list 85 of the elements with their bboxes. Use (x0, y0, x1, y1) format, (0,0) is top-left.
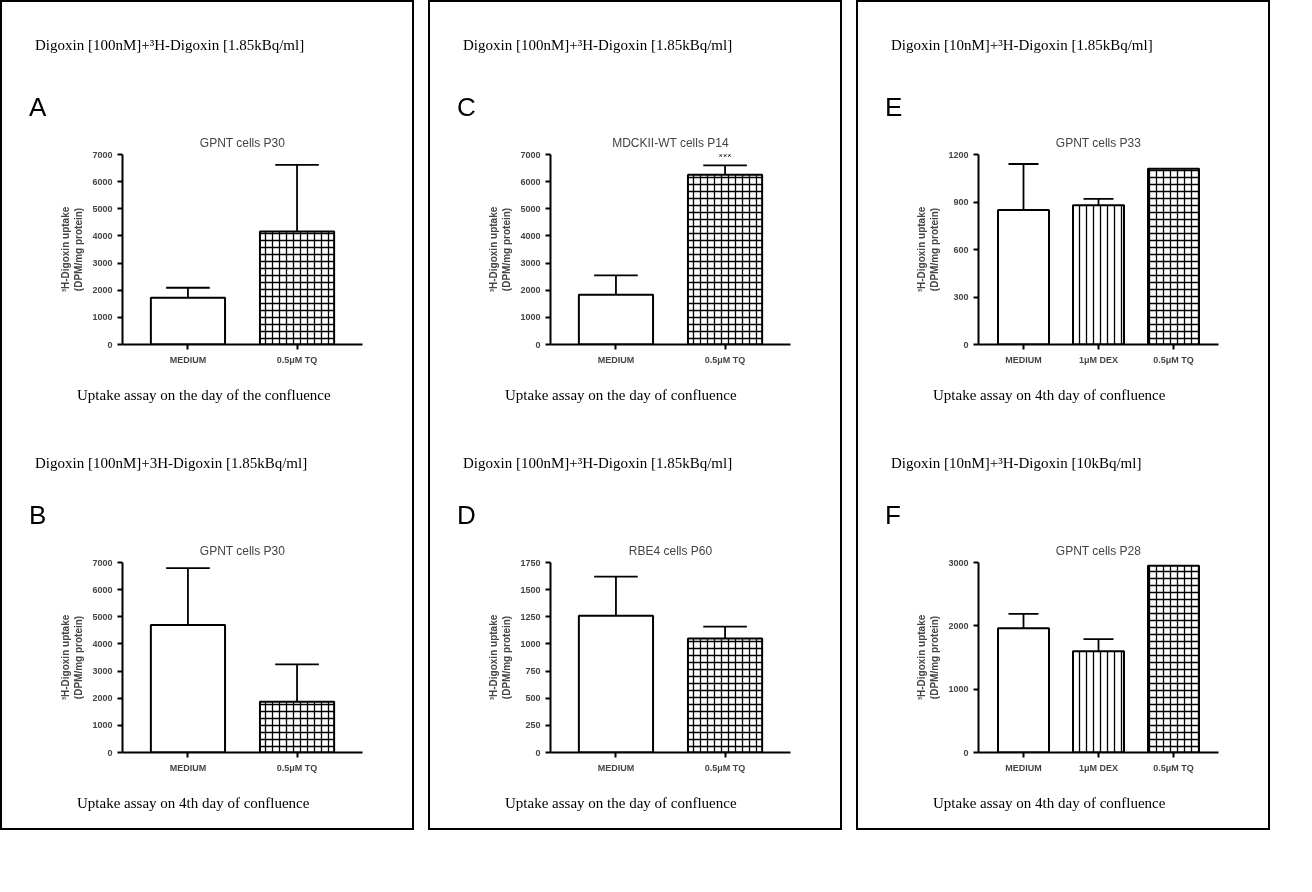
x-tick-label: 0.5μM TQ (1153, 762, 1194, 773)
y-axis-title: ³H-Digoxin uptake (DPM/mg protein) (60, 206, 85, 293)
x-tick-label: 0.5μM TQ (1153, 354, 1194, 365)
y-tick-label: 0 (107, 339, 113, 350)
x-tick-label: 0.5μM TQ (276, 354, 318, 365)
text: Digoxin [100nM]+³H-Digoxin [1.85kBq/ml] (35, 36, 305, 55)
text: Digoxin [100nM]+3H-Digoxin [1.85kBq/ml] (35, 454, 308, 473)
y-tick-label: 0 (107, 747, 113, 758)
y-axis-title: ³H-Digoxin uptake (DPM/mg protein) (916, 206, 941, 293)
y-tick-label: 3000 (92, 666, 113, 677)
y-tick-label: 4000 (92, 638, 113, 649)
text: F (885, 499, 901, 532)
y-tick-label: 1000 (520, 638, 541, 649)
y-tick-label: 7000 (92, 149, 113, 160)
y-tick-label: 2000 (520, 285, 541, 296)
y-tick-label: 900 (953, 197, 969, 207)
y-tick-label: 6000 (92, 584, 113, 595)
chart-title: GPNT cells P30 (199, 543, 286, 558)
text: Uptake assay on the day of the confluence (77, 386, 331, 405)
y-tick-label: 600 (953, 244, 969, 255)
text: Uptake assay on 4th day of confluence (933, 794, 1166, 813)
x-tick-label: 0.5μM TQ (276, 762, 318, 773)
y-tick-label: 1750 (520, 557, 541, 568)
y-tick-label: 500 (525, 693, 541, 704)
y-tick-label: 750 (525, 666, 541, 677)
text: Uptake assay on 4th day of confluence (933, 386, 1166, 405)
y-tick-label: 7000 (92, 557, 113, 568)
x-tick-label: 1μM DEX (1078, 354, 1119, 365)
text: A (29, 91, 47, 124)
text: Digoxin [100nM]+³H-Digoxin [1.85kBq/ml] (463, 36, 733, 55)
y-tick-label: 3000 (92, 258, 113, 269)
y-axis-title: ³H-Digoxin uptake (DPM/mg protein) (488, 206, 513, 293)
y-tick-label: 1000 (948, 684, 969, 695)
y-tick-label: 4000 (92, 230, 113, 241)
y-tick-label: 2000 (92, 285, 113, 296)
text: Digoxin [100nM]+³H-Digoxin [1.85kBq/ml] (463, 454, 733, 473)
y-tick-label: 1000 (520, 312, 541, 323)
y-axis-title: ³H-Digoxin uptake (DPM/mg protein) (488, 614, 513, 701)
y-tick-label: 5000 (92, 203, 113, 214)
y-tick-label: 6000 (92, 176, 113, 187)
x-tick-label: MEDIUM (597, 762, 635, 773)
y-tick-label: 0 (535, 339, 541, 350)
y-tick-label: 1000 (92, 312, 113, 323)
y-tick-label: 0 (963, 339, 969, 350)
text: C (457, 91, 476, 124)
text: D (457, 499, 476, 532)
y-tick-label: 6000 (520, 176, 541, 187)
text: Uptake assay on the day of confluence (505, 794, 737, 813)
text: Uptake assay on 4th day of confluence (77, 794, 310, 813)
y-tick-label: 1500 (520, 584, 541, 595)
y-tick-label: 7000 (520, 149, 541, 160)
x-tick-label: 1μM DEX (1078, 762, 1119, 773)
y-tick-label: 2000 (92, 693, 113, 704)
x-tick-label: 0.5μM TQ (704, 762, 746, 773)
y-tick-label: 1250 (520, 611, 541, 622)
y-axis-title: ³H-Digoxin uptake (DPM/mg protein) (916, 614, 941, 701)
x-tick-label: MEDIUM (1005, 762, 1042, 773)
y-tick-label: 5000 (92, 611, 113, 622)
chart-title: GPNT cells P28 (1055, 543, 1142, 558)
text: E (885, 91, 903, 124)
chart-title: GPNT cells P33 (1055, 135, 1142, 150)
text: Digoxin [10nM]+³H-Digoxin [10kBq/ml] (891, 454, 1142, 473)
x-tick-label: MEDIUM (169, 354, 207, 365)
y-tick-label: 2000 (948, 620, 969, 631)
y-tick-label: 0 (963, 747, 969, 758)
x-tick-label: MEDIUM (597, 354, 635, 365)
text: Uptake assay on the day of confluence (505, 386, 737, 405)
y-tick-label: 1000 (92, 720, 113, 731)
y-axis-title: ³H-Digoxin uptake (DPM/mg protein) (60, 614, 85, 701)
chart-title: MDCKII-WT cells P14 (612, 135, 729, 150)
y-tick-label: 0 (535, 747, 541, 758)
y-tick-label: 4000 (520, 230, 541, 241)
chart-title: GPNT cells P30 (199, 135, 286, 150)
y-tick-label: 300 (953, 292, 969, 302)
x-tick-label: MEDIUM (1005, 354, 1042, 365)
y-tick-label: 250 (525, 720, 541, 731)
y-tick-label: 3000 (948, 557, 969, 568)
x-tick-label: MEDIUM (169, 762, 207, 773)
y-tick-label: 1200 (948, 149, 969, 160)
text: Digoxin [10nM]+³H-Digoxin [1.85kBq/ml] (891, 36, 1153, 55)
x-tick-label: 0.5μM TQ (704, 354, 746, 365)
y-tick-label: 3000 (520, 258, 541, 269)
y-tick-label: 5000 (520, 203, 541, 214)
chart-title: RBE4 cells P60 (628, 543, 713, 558)
text: B (29, 499, 47, 532)
